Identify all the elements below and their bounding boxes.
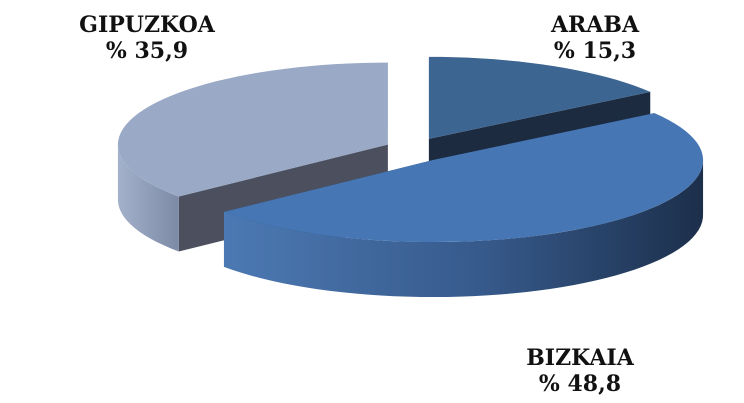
slice-name-araba: ARABA — [550, 12, 640, 38]
slice-label-gipuzkoa: GIPUZKOA % 35,9 — [62, 12, 232, 64]
slice-top-araba — [428, 56, 651, 139]
slice-side-gipuzkoa — [117, 143, 179, 252]
slice-name-gipuzkoa: GIPUZKOA — [79, 12, 215, 38]
slice-label-araba: ARABA % 15,3 — [520, 12, 670, 64]
slice-value-araba: % 15,3 — [553, 38, 637, 64]
slice-side-bizkaia — [223, 158, 704, 298]
slice-top-bizkaia — [223, 113, 704, 243]
pie-slice-bizkaia — [223, 113, 704, 298]
slice-label-bizkaia: BIZKAIA % 48,8 — [505, 345, 655, 397]
slice-value-gipuzkoa: % 35,9 — [105, 38, 189, 64]
slice-name-bizkaia: BIZKAIA — [526, 345, 634, 371]
slice-value-bizkaia: % 48,8 — [538, 371, 622, 397]
slice-top-gipuzkoa — [117, 62, 388, 197]
